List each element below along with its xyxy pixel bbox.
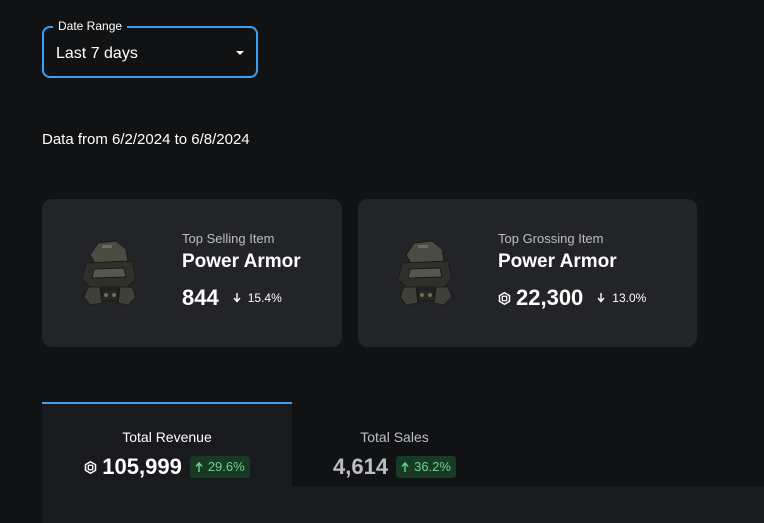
change-indicator: 13.0% xyxy=(597,291,646,305)
date-range-select[interactable]: Date Range Last 7 days xyxy=(42,19,258,78)
data-range-text: Data from 6/2/2024 to 6/8/2024 xyxy=(42,131,250,148)
tab-total-revenue[interactable]: Total Revenue 105,999 29.6% xyxy=(42,402,292,523)
item-name[interactable]: Power Armor xyxy=(182,251,301,272)
robux-icon xyxy=(85,460,97,474)
arrow-up-icon xyxy=(195,462,203,472)
top-grossing-item-card: Top Grossing Item Power Armor 22,300 13.… xyxy=(358,199,697,347)
tab-label: Total Sales xyxy=(360,429,429,445)
sales-value: 4,614 xyxy=(333,454,389,479)
power-armor-thumbnail xyxy=(81,240,137,306)
change-value: 29.6% xyxy=(207,459,245,474)
change-indicator: 15.4% xyxy=(233,291,282,305)
arrow-up-icon xyxy=(401,462,409,472)
change-value: 15.4% xyxy=(247,291,282,305)
arrow-down-icon xyxy=(233,293,241,303)
power-armor-thumbnail xyxy=(397,240,453,306)
gross-value: 22,300 xyxy=(516,285,584,310)
arrow-down-icon xyxy=(597,293,605,303)
change-value: 13.0% xyxy=(612,291,647,305)
robux-icon xyxy=(498,291,511,305)
date-range-value: Last 7 days xyxy=(56,45,138,62)
revenue-value: 105,999 xyxy=(102,454,182,479)
item-name[interactable]: Power Armor xyxy=(498,251,617,272)
card-label: Top Selling Item xyxy=(182,231,275,246)
date-range-label: Date Range xyxy=(53,19,128,33)
change-badge: 36.2% xyxy=(396,456,456,478)
change-value: 36.2% xyxy=(414,459,451,474)
tab-total-sales[interactable]: Total Sales 4,614 36.2% xyxy=(292,402,497,486)
card-label: Top Grossing Item xyxy=(498,231,604,246)
tab-label: Total Revenue xyxy=(122,429,212,445)
sales-count: 844 xyxy=(182,285,219,310)
metric-tabs: Total Revenue 105,999 29.6% Total Sales … xyxy=(42,402,764,523)
top-selling-item-card: Top Selling Item Power Armor 844 15.4% xyxy=(42,199,342,347)
change-badge: 29.6% xyxy=(189,456,250,478)
caret-down-icon xyxy=(236,51,244,55)
